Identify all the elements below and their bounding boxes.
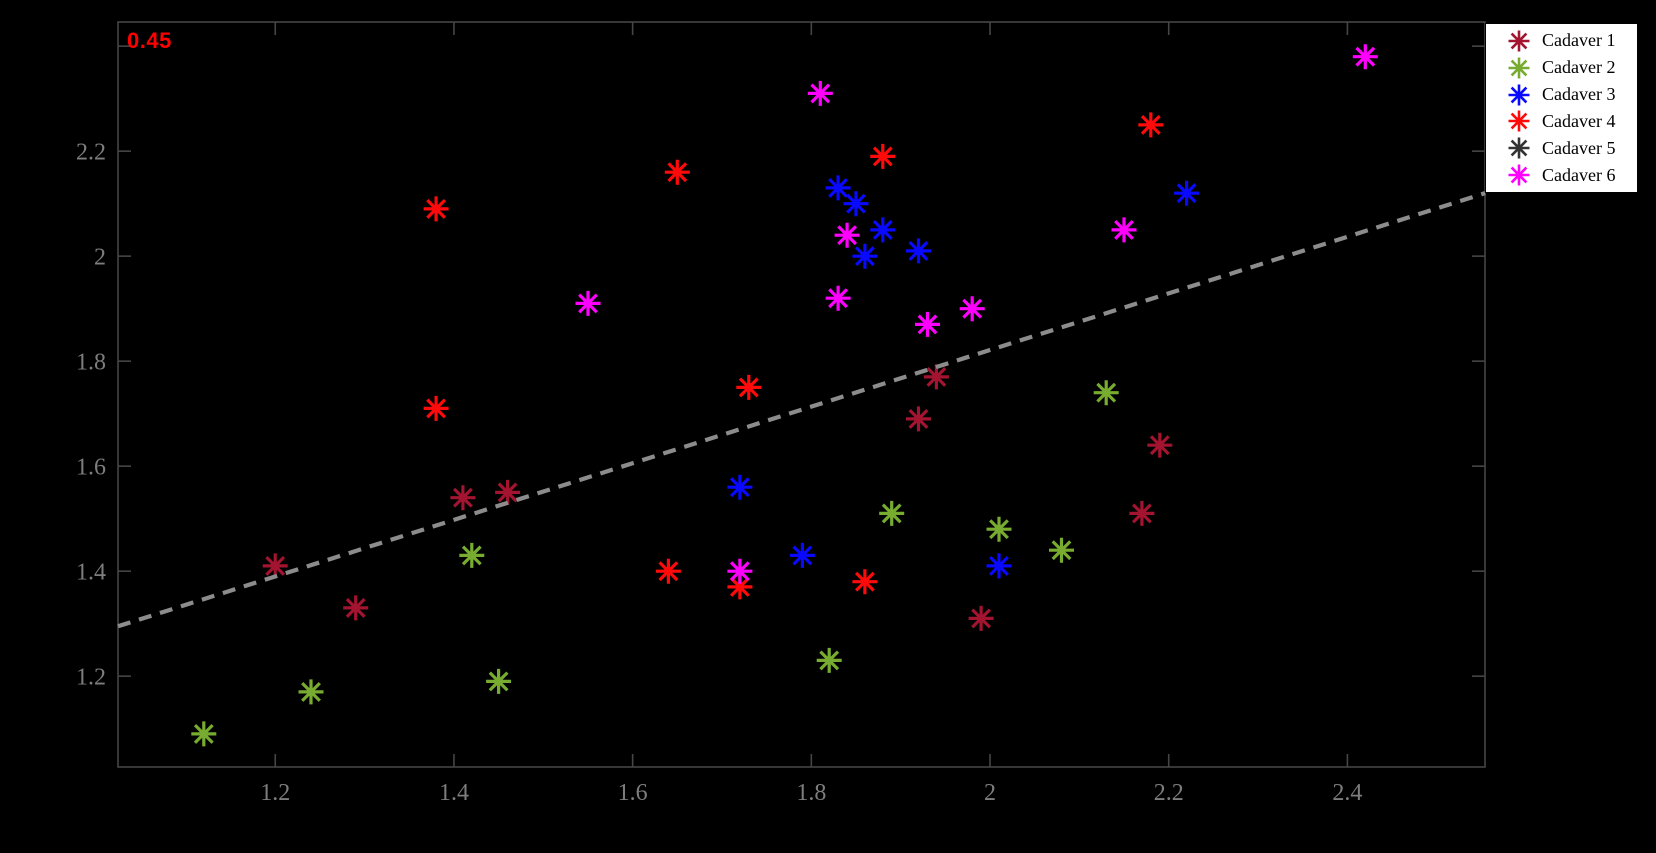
data-point-asterisk <box>575 290 601 316</box>
data-point-asterisk <box>906 238 931 264</box>
y-tick-label: 2.2 <box>76 140 106 166</box>
axis-tick-labels: 1.2 1.4 1.6 1.8 2 2.2 2.4 1.2 1.4 1.6 1.8 2 2.2 <box>76 140 1362 806</box>
data-point-asterisk <box>834 222 860 248</box>
data-point-asterisk <box>262 553 288 579</box>
data-point-asterisk <box>879 500 905 526</box>
legend-item-cadaver-2: Cadaver 2 <box>1486 55 1637 81</box>
x-tick-label: 2 <box>984 780 996 806</box>
data-point-asterisk <box>495 479 521 505</box>
data-point-asterisk <box>459 542 485 568</box>
x-tick-label: 1.2 <box>260 780 290 806</box>
data-point-asterisk <box>870 217 896 243</box>
x-tick-label: 2.4 <box>1332 780 1362 806</box>
data-point-asterisk <box>298 679 324 705</box>
y-tick-label: 1.6 <box>76 455 106 481</box>
series-cadaver-2 <box>191 380 1119 747</box>
series-cadaver-1 <box>262 364 1173 631</box>
data-point-asterisk <box>1138 112 1164 138</box>
legend-asterisk-marker-icon <box>1508 164 1530 186</box>
legend-item-cadaver-1: Cadaver 1 <box>1486 28 1637 54</box>
y-tick-label: 1.8 <box>76 350 106 376</box>
data-point-asterisk <box>1352 44 1378 70</box>
data-point-asterisk <box>843 191 869 217</box>
legend-item-cadaver-4: Cadaver 4 <box>1486 108 1637 134</box>
legend-item-cadaver-5: Cadaver 5 <box>1486 135 1637 161</box>
legend: Cadaver 1 Cadaver 2 Cadaver 3 Cadaver 4 Cada… <box>1485 23 1638 193</box>
data-point-asterisk <box>825 285 851 311</box>
data-point-asterisk <box>807 80 833 106</box>
data-point-asterisk <box>486 668 512 694</box>
data-point-asterisk <box>789 542 815 568</box>
data-point-asterisk <box>423 196 449 222</box>
data-point-asterisk <box>816 647 842 673</box>
trend-line <box>117 191 1486 629</box>
data-point-asterisk <box>923 364 949 390</box>
data-point-asterisk <box>450 485 476 511</box>
legend-asterisk-marker-icon <box>1508 30 1530 52</box>
x-tick-label: 1.6 <box>618 780 648 806</box>
data-point-asterisk <box>852 243 878 269</box>
legend-asterisk-marker-icon <box>1508 137 1530 159</box>
data-point-asterisk <box>1129 500 1155 526</box>
data-point-asterisk <box>343 595 369 621</box>
legend-label: Cadaver 5 <box>1542 137 1616 158</box>
data-point-asterisk <box>1111 217 1137 243</box>
x-tick-label: 1.8 <box>796 780 826 806</box>
data-point-asterisk <box>727 474 753 500</box>
data-point-asterisk <box>968 605 994 631</box>
data-point-asterisk <box>1174 180 1200 206</box>
legend-asterisk-marker-icon <box>1508 57 1530 79</box>
data-point-asterisk <box>825 175 851 201</box>
data-point-asterisk <box>1049 537 1074 563</box>
data-point-asterisk <box>191 721 217 747</box>
data-point-asterisk <box>727 574 753 600</box>
legend-label: Cadaver 3 <box>1542 84 1616 105</box>
data-point-asterisk <box>736 374 762 400</box>
x-tick-label: 2.2 <box>1154 780 1184 806</box>
legend-label: Cadaver 1 <box>1542 30 1616 51</box>
data-point-asterisk <box>1147 432 1173 458</box>
data-point-asterisk <box>655 558 681 584</box>
legend-asterisk-marker-icon <box>1508 110 1530 132</box>
legend-asterisk-marker-icon <box>1508 84 1530 106</box>
legend-label: Cadaver 4 <box>1542 110 1616 131</box>
legend-item-cadaver-3: Cadaver 3 <box>1486 82 1637 108</box>
data-point-asterisk <box>986 516 1012 542</box>
data-point-asterisk <box>915 311 940 337</box>
legend-item-cadaver-6: Cadaver 6 <box>1486 162 1637 188</box>
y-tick-label: 1.2 <box>76 665 106 691</box>
y-tick-label: 1.4 <box>76 560 106 586</box>
axes-box <box>117 21 1486 768</box>
annotation-r-value: 0.45 <box>127 28 172 53</box>
x-tick-label: 1.4 <box>439 780 469 806</box>
data-point-asterisk <box>1093 380 1119 406</box>
series-cadaver-3 <box>727 175 1200 579</box>
data-point-asterisk <box>423 395 449 421</box>
data-point-asterisk <box>986 553 1012 579</box>
data-point-asterisk <box>664 159 690 185</box>
data-point-asterisk <box>727 558 753 584</box>
data-point-asterisk <box>870 143 896 169</box>
series-cadaver-6 <box>575 44 1378 584</box>
axis-ticks <box>118 22 1485 767</box>
series-cadaver-4 <box>423 112 1164 600</box>
y-tick-label: 2 <box>94 245 106 271</box>
legend-label: Cadaver 2 <box>1542 57 1616 78</box>
data-point-asterisk <box>852 569 878 595</box>
data-point-asterisk <box>906 406 931 432</box>
legend-label: Cadaver 6 <box>1542 164 1616 185</box>
data-point-asterisk <box>959 296 985 322</box>
